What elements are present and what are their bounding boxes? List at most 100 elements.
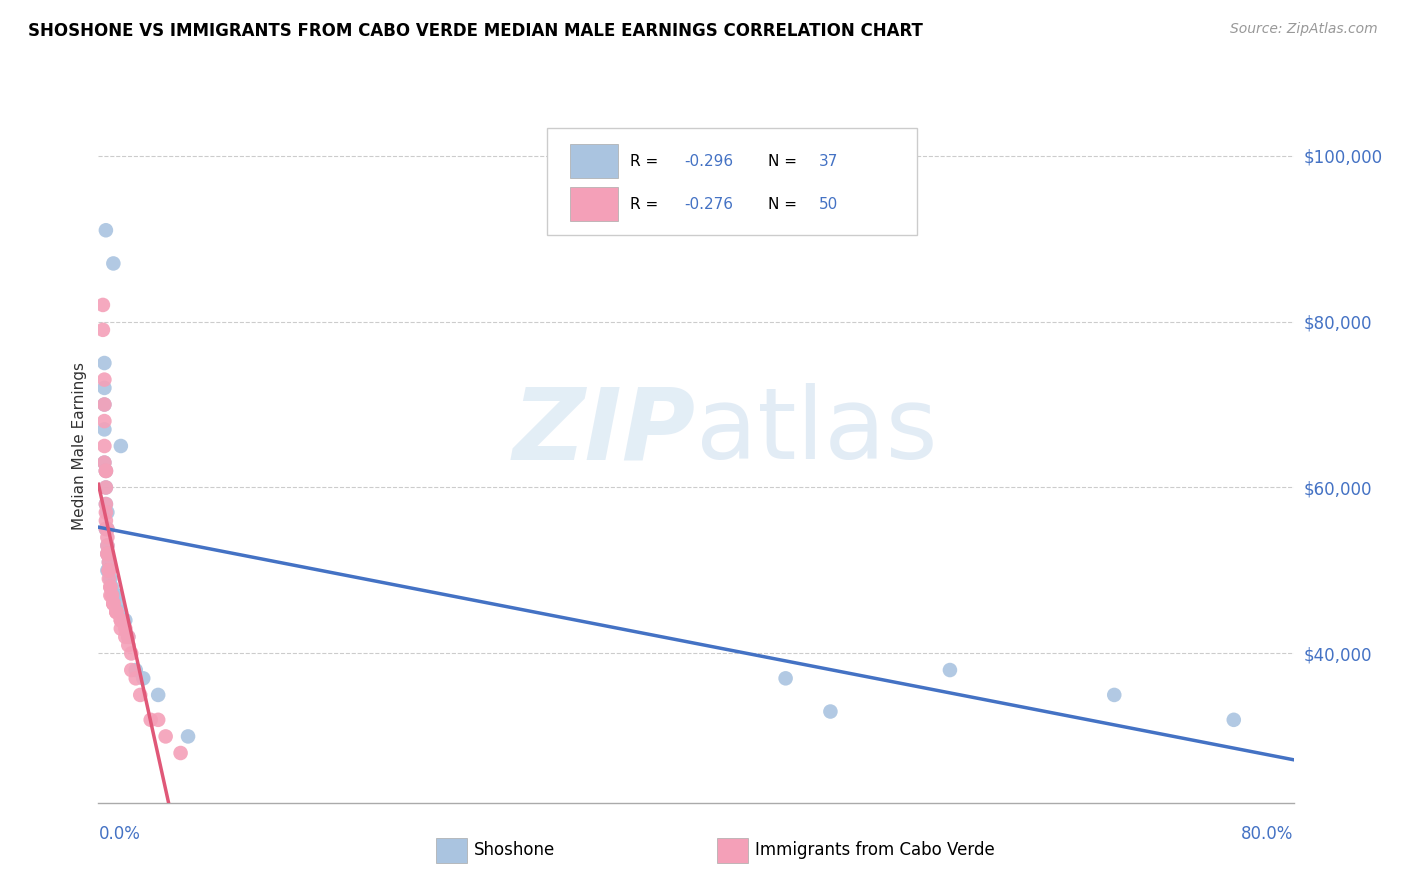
Point — [103, 588, 125, 602]
Point — [148, 688, 170, 702]
Point — [117, 630, 139, 644]
Point — [96, 547, 118, 561]
Point — [94, 481, 117, 495]
Point — [97, 555, 120, 569]
Point — [93, 439, 115, 453]
Text: Shoshone: Shoshone — [474, 841, 555, 859]
Point — [110, 613, 132, 627]
Point — [820, 705, 842, 719]
Text: 37: 37 — [820, 153, 838, 169]
Point — [96, 505, 118, 519]
Point — [100, 580, 122, 594]
Point — [94, 497, 117, 511]
Point — [139, 713, 162, 727]
Point — [96, 530, 118, 544]
Point — [97, 555, 120, 569]
Point — [93, 422, 115, 436]
Point — [91, 323, 114, 337]
Point — [96, 547, 118, 561]
Point — [93, 397, 115, 411]
Point — [93, 456, 115, 470]
Point — [105, 605, 128, 619]
Point — [93, 356, 115, 370]
Point — [117, 638, 139, 652]
Point — [96, 522, 118, 536]
Text: Immigrants from Cabo Verde: Immigrants from Cabo Verde — [755, 841, 995, 859]
Point — [155, 730, 177, 744]
Point — [101, 588, 124, 602]
Text: 0.0%: 0.0% — [98, 825, 141, 843]
Point — [94, 522, 117, 536]
Bar — [571, 145, 619, 178]
Point — [103, 597, 125, 611]
Point — [775, 671, 797, 685]
Point — [110, 605, 132, 619]
Text: -0.296: -0.296 — [685, 153, 733, 169]
Text: Source: ZipAtlas.com: Source: ZipAtlas.com — [1230, 22, 1378, 37]
Point — [93, 373, 115, 387]
Point — [132, 671, 155, 685]
Point — [114, 630, 136, 644]
Point — [96, 522, 118, 536]
Point — [94, 223, 117, 237]
Point — [169, 746, 191, 760]
Point — [177, 730, 200, 744]
Point — [97, 564, 120, 578]
Text: atlas: atlas — [696, 384, 938, 480]
Point — [97, 572, 120, 586]
Text: -0.276: -0.276 — [685, 196, 733, 211]
Point — [93, 414, 115, 428]
Point — [107, 597, 129, 611]
Point — [103, 597, 125, 611]
Point — [103, 256, 125, 270]
Point — [96, 539, 118, 553]
Point — [129, 688, 152, 702]
Point — [1104, 688, 1126, 702]
Point — [103, 597, 125, 611]
Point — [97, 564, 120, 578]
Point — [94, 514, 117, 528]
Point — [125, 671, 148, 685]
Text: R =: R = — [630, 196, 664, 211]
Point — [939, 663, 962, 677]
Point — [125, 663, 148, 677]
Point — [93, 381, 115, 395]
Point — [94, 522, 117, 536]
Point — [110, 613, 132, 627]
Point — [97, 564, 120, 578]
Point — [94, 464, 117, 478]
Point — [94, 464, 117, 478]
Point — [120, 663, 142, 677]
Text: SHOSHONE VS IMMIGRANTS FROM CABO VERDE MEDIAN MALE EARNINGS CORRELATION CHART: SHOSHONE VS IMMIGRANTS FROM CABO VERDE M… — [28, 22, 922, 40]
Point — [120, 647, 142, 661]
Point — [96, 547, 118, 561]
Point — [94, 497, 117, 511]
Point — [97, 564, 120, 578]
Point — [101, 580, 124, 594]
Text: R =: R = — [630, 153, 664, 169]
Point — [148, 713, 170, 727]
Point — [100, 572, 122, 586]
Point — [97, 564, 120, 578]
Point — [93, 456, 115, 470]
Point — [100, 588, 122, 602]
Point — [105, 588, 128, 602]
Point — [96, 539, 118, 553]
Point — [94, 464, 117, 478]
Text: ZIP: ZIP — [513, 384, 696, 480]
Point — [94, 481, 117, 495]
Y-axis label: Median Male Earnings: Median Male Earnings — [72, 362, 87, 530]
Point — [110, 439, 132, 453]
Point — [1223, 713, 1246, 727]
Point — [101, 588, 124, 602]
Text: N =: N = — [768, 196, 801, 211]
FancyBboxPatch shape — [547, 128, 917, 235]
Bar — [571, 187, 619, 221]
Point — [91, 298, 114, 312]
Point — [114, 613, 136, 627]
Point — [105, 605, 128, 619]
Point — [100, 580, 122, 594]
Point — [117, 630, 139, 644]
Point — [110, 622, 132, 636]
Point — [96, 564, 118, 578]
